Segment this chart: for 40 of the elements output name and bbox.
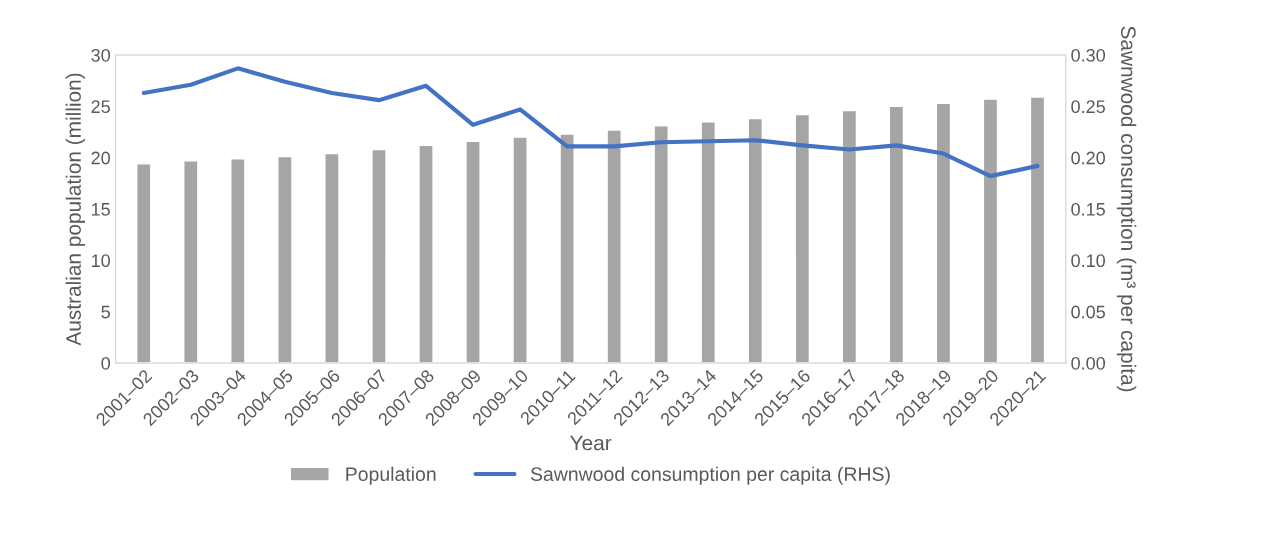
y2-tick-label: 0.25 (1071, 100, 1105, 114)
y-tick-label: 20 (91, 151, 110, 165)
bar (277, 155, 293, 363)
bar (465, 140, 481, 363)
bar (559, 133, 575, 363)
y-tick-label: 30 (91, 48, 110, 62)
y2-tick-label: 0.20 (1071, 151, 1106, 165)
legend-label: Population (346, 466, 436, 485)
bar (747, 117, 764, 363)
y-tick-label: 0 (101, 356, 110, 370)
bar (794, 113, 811, 363)
y2-tick-label: 0.30 (1071, 48, 1106, 62)
bar (418, 144, 434, 363)
y-tick-label: 25 (91, 100, 110, 114)
bar (230, 157, 246, 363)
bar (512, 136, 528, 363)
bar (982, 98, 999, 363)
line-series (141, 66, 1040, 179)
bar (606, 129, 622, 363)
x-axis-title: Year (570, 435, 612, 451)
y2-tick-label: 0.10 (1071, 254, 1106, 268)
bar (935, 102, 952, 363)
bar (1029, 96, 1046, 363)
y-tick-label: 10 (91, 254, 110, 268)
bar (136, 163, 152, 363)
bar (700, 121, 716, 363)
y2-axis-title: Sawnwood consumption (m³ per capita) (1116, 26, 1137, 392)
bar (888, 105, 905, 363)
y-axis-title: Australian population (million) (65, 73, 86, 346)
bar (324, 152, 340, 363)
bar (183, 160, 199, 363)
y2-tick-label: 0.00 (1071, 356, 1106, 370)
y2-tick-label: 0.15 (1071, 202, 1105, 216)
bar (841, 109, 858, 363)
bar (371, 148, 387, 363)
legend-label: Sawnwood consumption per capita (RHS) (530, 466, 890, 485)
bar (653, 125, 669, 363)
y-tick-label: 15 (91, 203, 110, 216)
y-tick-label: 5 (101, 305, 110, 319)
y2-tick-label: 0.05 (1071, 305, 1105, 319)
